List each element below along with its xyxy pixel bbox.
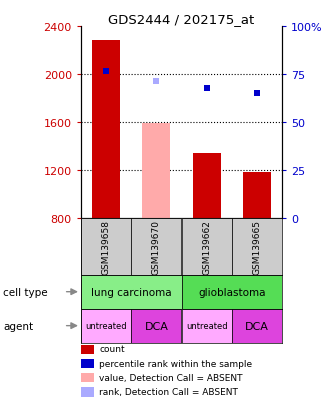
Text: lung carcinoma: lung carcinoma (91, 287, 172, 297)
Bar (143, 123, 170, 218)
Bar (81, 218, 131, 275)
Text: count: count (99, 344, 125, 354)
Text: GSM139662: GSM139662 (202, 219, 211, 274)
Bar (131, 309, 182, 343)
Bar (193, 154, 220, 218)
Text: GSM139670: GSM139670 (152, 219, 161, 274)
Bar (131, 218, 182, 275)
Text: untreated: untreated (186, 321, 227, 330)
Text: GSM139658: GSM139658 (102, 219, 111, 274)
Bar (182, 309, 232, 343)
Text: DCA: DCA (145, 321, 168, 331)
Bar (182, 218, 232, 275)
Bar (92, 41, 120, 218)
Text: cell type: cell type (3, 287, 48, 297)
Bar (232, 218, 282, 275)
Text: glioblastoma: glioblastoma (198, 287, 266, 297)
Text: untreated: untreated (85, 321, 127, 330)
Text: rank, Detection Call = ABSENT: rank, Detection Call = ABSENT (99, 387, 238, 396)
Text: agent: agent (3, 321, 33, 331)
Bar (81, 309, 131, 343)
Text: GSM139665: GSM139665 (252, 219, 261, 274)
Bar (232, 309, 282, 343)
Bar (81, 275, 182, 309)
Bar (182, 275, 282, 309)
Text: percentile rank within the sample: percentile rank within the sample (99, 359, 252, 368)
Text: value, Detection Call = ABSENT: value, Detection Call = ABSENT (99, 373, 243, 382)
Bar (243, 173, 271, 218)
Text: DCA: DCA (245, 321, 269, 331)
Title: GDS2444 / 202175_at: GDS2444 / 202175_at (108, 13, 255, 26)
